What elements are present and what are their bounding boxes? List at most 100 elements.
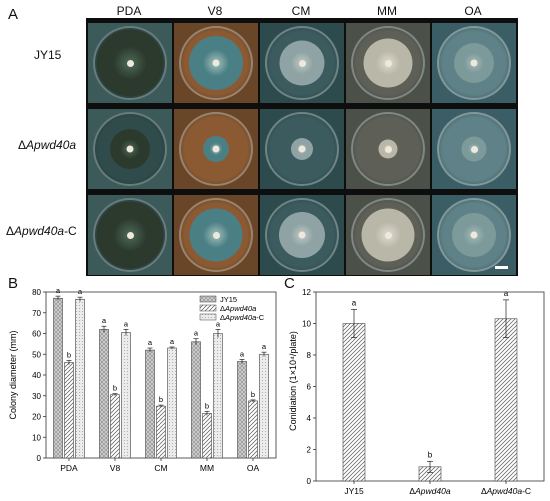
plate-oa-row-1 xyxy=(432,23,516,103)
significance-letter: a xyxy=(148,338,153,347)
inoculum-plug xyxy=(212,145,220,153)
plate-oa-row-3 xyxy=(432,195,516,275)
inoculum-plug xyxy=(298,145,306,153)
strain-label-prefix: Δ xyxy=(18,138,27,152)
scale-bar xyxy=(495,266,508,269)
plate-oa-row-2 xyxy=(432,109,516,189)
bar xyxy=(494,318,518,482)
bar xyxy=(248,400,258,459)
x-tick-label: MM xyxy=(200,463,214,473)
petri-dish xyxy=(93,26,167,100)
y-tick-label: 4 xyxy=(307,414,312,423)
fungal-colony xyxy=(279,40,325,86)
bar xyxy=(145,349,155,459)
fungal-colony xyxy=(291,138,313,160)
inoculum-plug xyxy=(298,231,306,239)
media-label-v8: V8 xyxy=(207,4,223,18)
fungal-colony xyxy=(461,136,487,162)
significance-letter: a xyxy=(170,337,175,346)
fungal-colony xyxy=(452,213,496,257)
y-axis-label: Colony diameter (mm) xyxy=(8,330,18,419)
strain-label-name: Apwd40a xyxy=(26,138,77,152)
y-tick-label: 10 xyxy=(302,320,311,329)
y-tick-label: 0 xyxy=(307,477,312,486)
petri-dish xyxy=(179,26,253,100)
significance-letter: b xyxy=(159,395,163,404)
significance-letter: a xyxy=(240,349,245,358)
significance-letter: a xyxy=(78,287,83,296)
strain-label-suffix: -C xyxy=(64,224,77,238)
y-tick-label: 6 xyxy=(307,383,312,392)
significance-letter: b xyxy=(251,390,255,399)
petri-dish xyxy=(179,112,253,186)
conidiation-chart: Conidiation (1×10⁴/plate) 0 2 4 6 8 10 12 JY15 Δ… xyxy=(288,288,545,496)
petri-dish xyxy=(93,112,167,186)
inoculum-plug xyxy=(126,231,134,239)
bar-group: a b a xyxy=(342,289,518,482)
y-tick-label: 40 xyxy=(32,371,41,380)
fungal-colony xyxy=(96,29,164,97)
panel-b-letter: B xyxy=(8,275,19,292)
x-tick-label: ΔApwd40a-C xyxy=(481,486,531,496)
bar xyxy=(75,298,85,459)
inoculum-plug xyxy=(384,59,392,67)
strain-label-name: JY15 xyxy=(34,48,62,62)
y-tick-label: 70 xyxy=(32,309,41,318)
legend-label: JY15 xyxy=(220,295,237,304)
petri-dish xyxy=(93,198,167,272)
bar xyxy=(342,323,366,482)
y-tick-label: 2 xyxy=(307,446,312,455)
strain-label-mutant: ΔApwd40a xyxy=(18,138,76,152)
plate-mm-row-2 xyxy=(346,109,430,189)
fungal-colony xyxy=(279,212,325,258)
y-tick-label: 60 xyxy=(32,330,41,339)
significance-letter: a xyxy=(56,286,61,295)
inoculum-plug xyxy=(470,231,478,239)
bar xyxy=(99,329,109,459)
bar xyxy=(53,297,63,459)
plate-v8-row-2 xyxy=(174,109,258,189)
inoculum-plug xyxy=(212,59,220,67)
plate-mm-row-1 xyxy=(346,23,430,103)
significance-letter: a xyxy=(262,342,267,351)
fungal-colony xyxy=(361,208,415,262)
colony-diameter-chart: Colony diameter (mm) 0 10 20 30 40 50 60 70 80 PD… xyxy=(8,286,277,473)
significance-letter: b xyxy=(67,350,71,359)
legend-swatch xyxy=(199,295,217,303)
y-tick-label: 0 xyxy=(37,454,42,463)
bar xyxy=(156,405,166,459)
fungal-colony xyxy=(96,201,164,269)
petri-dish xyxy=(437,198,511,272)
petri-dish xyxy=(351,112,425,186)
x-tick-label: ΔApwd40a xyxy=(409,486,450,496)
plate-cm-row-2 xyxy=(260,109,344,189)
y-tick-label: 30 xyxy=(32,392,41,401)
strain-label-complemented: ΔApwd40a-C xyxy=(6,224,77,238)
media-label-pda: PDA xyxy=(116,4,142,18)
inoculum-plug xyxy=(384,145,392,153)
fungal-colony xyxy=(189,208,243,262)
petri-dish xyxy=(437,26,511,100)
fungal-colony xyxy=(203,136,229,162)
strain-label-jy15: JY15 xyxy=(34,48,61,62)
inoculum-plug xyxy=(212,231,220,239)
petri-dish xyxy=(265,198,339,272)
plate-pda-row-1 xyxy=(88,23,172,103)
y-tick-label: 12 xyxy=(302,288,311,297)
x-tick-label: PDA xyxy=(60,463,78,473)
petri-dish xyxy=(351,26,425,100)
significance-letter: b xyxy=(113,384,117,393)
bar xyxy=(121,332,131,459)
y-axis-label: Conidiation (1×10⁴/plate) xyxy=(288,331,298,431)
petri-dish xyxy=(437,112,511,186)
x-tick-label: V8 xyxy=(110,463,121,473)
fungal-colony xyxy=(363,38,413,88)
fungal-colony xyxy=(110,129,150,169)
bar xyxy=(110,394,120,459)
legend-label: ΔApwd40a-C xyxy=(220,313,265,322)
significance-letter: b xyxy=(428,450,433,459)
legend-swatch xyxy=(199,313,217,321)
inoculum-plug xyxy=(298,59,306,67)
inoculum-plug xyxy=(126,59,134,67)
bar xyxy=(213,333,223,459)
